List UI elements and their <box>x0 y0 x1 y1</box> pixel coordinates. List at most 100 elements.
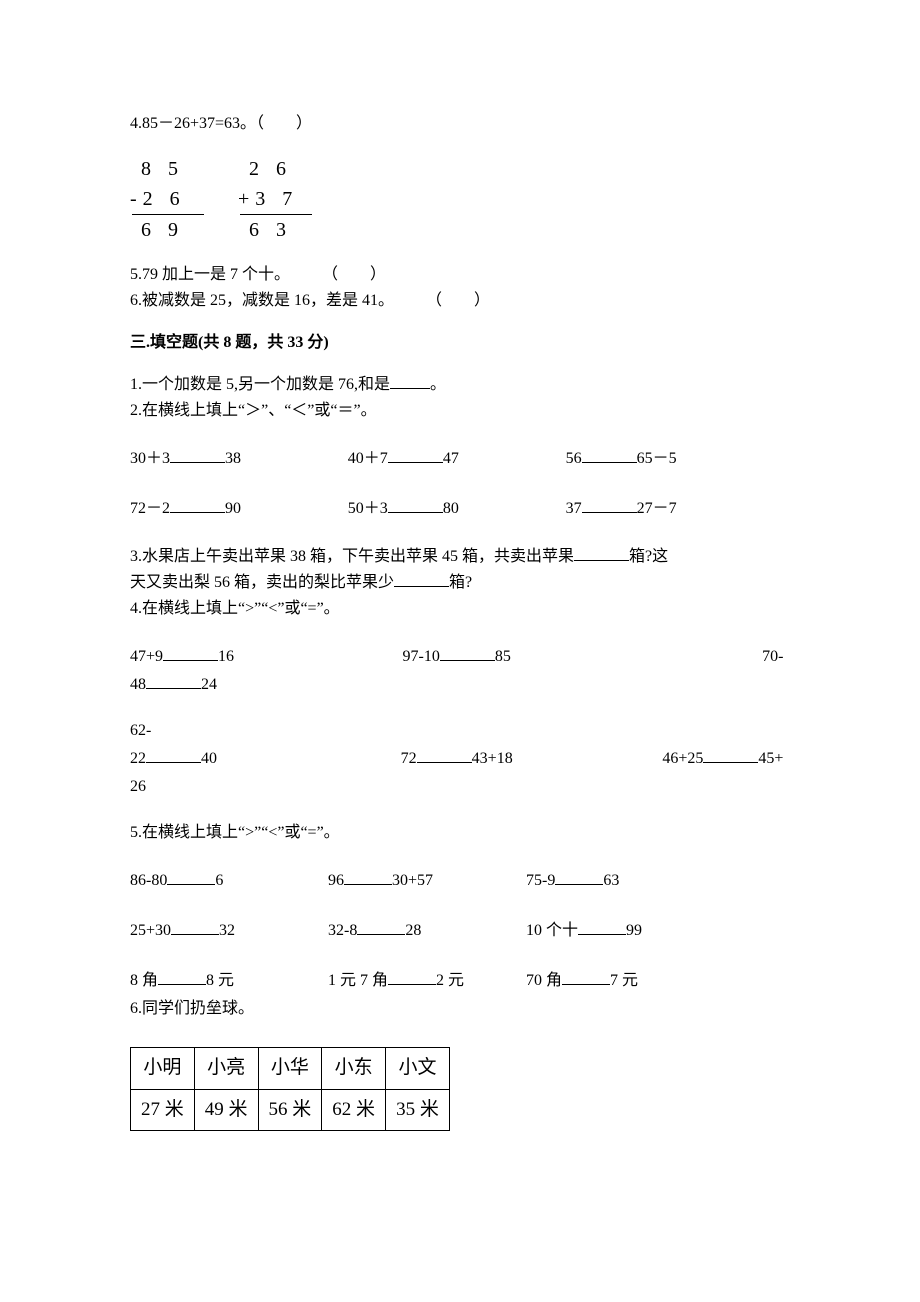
blank <box>417 762 472 763</box>
q3-1-post: 。 <box>430 376 446 393</box>
cell: 86-80 <box>130 872 167 889</box>
cell: 6 <box>215 872 223 889</box>
q3-4-row2-tail: 26 <box>130 775 790 799</box>
cell: 8 元 <box>206 972 234 989</box>
cell: 8 角 <box>130 972 158 989</box>
blank <box>146 762 201 763</box>
q6-v4: 35 米 <box>386 1089 450 1131</box>
q2-4-text: 4.85－26+37=63。（ ） <box>130 112 790 136</box>
cell: 70- <box>762 648 783 665</box>
cell: 47 <box>443 450 459 467</box>
q3-4-intro: 4.在横线上填上“>”“<”或“=”。 <box>130 597 790 621</box>
blank <box>357 934 405 935</box>
sec3-heading: 三.填空题(共 8 题，共 33 分) <box>130 331 790 355</box>
q6-v1: 49 米 <box>194 1089 258 1131</box>
q2-5-6: 5.79 加上一是 7 个十。 （ ） 6.被减数是 25，减数是 16，差是 … <box>130 263 790 313</box>
blank <box>158 984 206 985</box>
q3-5-row3: 8 角8 元 1 元 7 角2 元 70 角7 元 <box>130 969 790 993</box>
blank <box>171 934 219 935</box>
q6-h2: 小华 <box>258 1048 322 1090</box>
q3-6-table: 小明 小亮 小华 小东 小文 27 米 49 米 56 米 62 米 35 米 <box>130 1047 450 1131</box>
blank <box>703 762 758 763</box>
calc-2-bot: 6 3 <box>238 215 312 245</box>
blank <box>394 586 449 587</box>
q3-3-line1: 3.水果店上午卖出苹果 38 箱，下午卖出苹果 45 箱，共卖出苹果箱?这 <box>130 545 790 569</box>
q3-4-row2-head: 62- <box>130 719 790 743</box>
blank <box>388 984 436 985</box>
q6-h4: 小文 <box>386 1048 450 1090</box>
cell: 30＋3 <box>130 450 170 467</box>
blank <box>146 688 201 689</box>
cell: 37 <box>566 500 582 517</box>
blank <box>390 388 430 389</box>
cell: 27－7 <box>637 500 677 517</box>
q6-h0: 小明 <box>131 1048 195 1090</box>
cell: 72 <box>401 750 417 767</box>
cell: 1 元 7 角 <box>328 972 388 989</box>
calc-1-mid: -2 6 <box>130 184 204 214</box>
cell: 30+57 <box>392 872 433 889</box>
cell: 47+9 <box>130 648 163 665</box>
cell: 80 <box>443 500 459 517</box>
q3-3-post2: 箱? <box>449 574 472 591</box>
calc-1-top: 8 5 <box>130 154 204 184</box>
blank <box>163 660 218 661</box>
cell: 97-10 <box>403 648 440 665</box>
blank <box>582 512 637 513</box>
cell: 65－5 <box>637 450 677 467</box>
cell: 32 <box>219 922 235 939</box>
blank <box>440 660 495 661</box>
cell: 2 元 <box>436 972 464 989</box>
q6-v0: 27 米 <box>131 1089 195 1131</box>
q3-5-row1: 86-806 9630+57 75-963 <box>130 869 790 893</box>
cell: 16 <box>218 648 234 665</box>
q3-1-pre: 1.一个加数是 5,另一个加数是 76,和是 <box>130 376 390 393</box>
cell: 7 元 <box>610 972 638 989</box>
q6-h1: 小亮 <box>194 1048 258 1090</box>
q3-2-row1: 30＋3 38 40＋7 47 56 65－5 <box>130 447 790 471</box>
q2-6: 6.被减数是 25，减数是 16，差是 41。 （ ） <box>130 289 790 313</box>
blank <box>170 512 225 513</box>
q3-4-row1-tail: 4824 <box>130 673 790 697</box>
cell: 40＋7 <box>348 450 388 467</box>
blank <box>388 512 443 513</box>
q3-6-intro: 6.同学们扔垒球。 <box>130 997 790 1021</box>
calc-1-bot: 6 9 <box>130 215 204 245</box>
q6-h3: 小东 <box>322 1048 386 1090</box>
blank <box>388 462 443 463</box>
cell: 38 <box>225 450 241 467</box>
cell: 99 <box>626 922 642 939</box>
q6-v3: 62 米 <box>322 1089 386 1131</box>
cell: 62- <box>130 722 151 739</box>
blank <box>582 462 637 463</box>
blank <box>344 884 392 885</box>
q3-3-line2: 天又卖出梨 56 箱，卖出的梨比苹果少箱? <box>130 571 790 595</box>
cell: 46+25 <box>662 750 703 767</box>
cell: 43+18 <box>472 750 513 767</box>
calc-2-mid: +3 7 <box>238 184 312 214</box>
q3-3-post1: 箱?这 <box>629 548 668 565</box>
document-page: 4.85－26+37=63。（ ） 8 5 -2 6 6 9 2 6 +3 7 … <box>0 0 920 1302</box>
calc-2-top: 2 6 <box>238 154 312 184</box>
blank <box>167 884 215 885</box>
q3-2-row2: 72－290 50＋380 3727－7 <box>130 497 790 521</box>
q3-1: 1.一个加数是 5,另一个加数是 76,和是 。 <box>130 373 790 397</box>
cell: 50＋3 <box>348 500 388 517</box>
q3-4-row2: 2240 7243+18 46+2545+ <box>130 747 790 771</box>
cell: 56 <box>566 450 582 467</box>
q3-2-intro: 2.在横线上填上“＞”、“＜”或“＝”。 <box>130 399 790 423</box>
cell: 32-8 <box>328 922 357 939</box>
blank <box>574 560 629 561</box>
blank <box>555 884 603 885</box>
cell: 90 <box>225 500 241 517</box>
blank <box>562 984 610 985</box>
cell: 25+30 <box>130 922 171 939</box>
blank <box>170 462 225 463</box>
cell: 96 <box>328 872 344 889</box>
q3-5-intro: 5.在横线上填上“>”“<”或“=”。 <box>130 821 790 845</box>
q2-5: 5.79 加上一是 7 个十。 （ ） <box>130 263 790 287</box>
cell: 48 <box>130 676 146 693</box>
calc-2: 2 6 +3 7 6 3 <box>238 154 312 245</box>
cell: 85 <box>495 648 511 665</box>
q3-5-row2: 25+3032 32-828 10 个十99 <box>130 919 790 943</box>
